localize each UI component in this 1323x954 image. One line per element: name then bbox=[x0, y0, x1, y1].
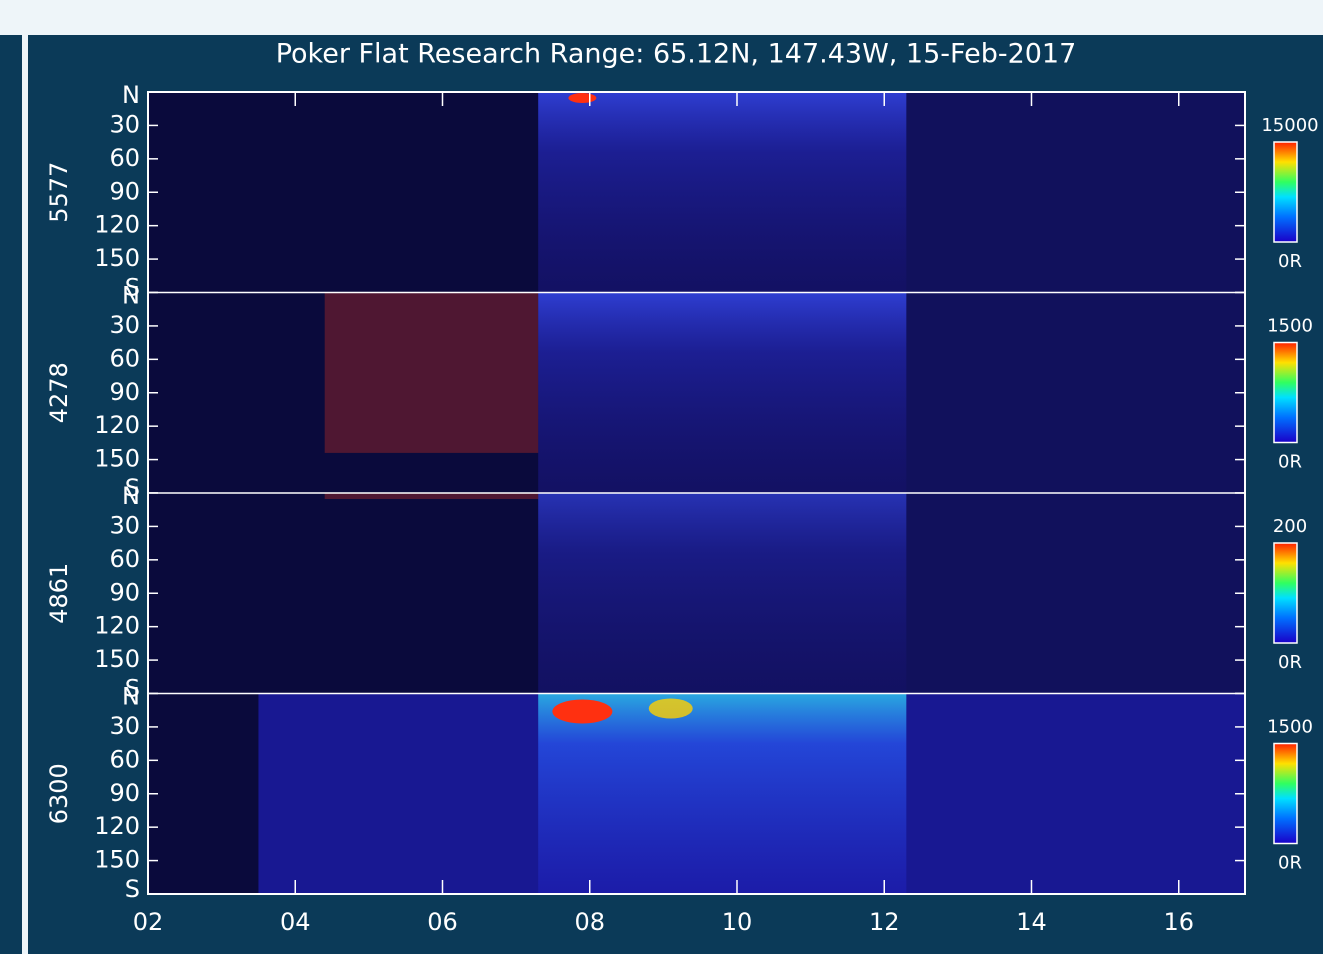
aurora bbox=[538, 694, 906, 895]
colorbar-max: 1500 bbox=[1267, 316, 1313, 337]
panel-label: 5577 bbox=[45, 162, 73, 223]
x-tick-label: 14 bbox=[1016, 908, 1047, 936]
y-tick-label: N bbox=[122, 482, 140, 510]
y-tick-label: 120 bbox=[94, 411, 140, 439]
y-tick-label: 60 bbox=[109, 144, 140, 172]
aurora bbox=[538, 493, 906, 694]
y-tick-label: 150 bbox=[94, 846, 140, 874]
aurora-peak bbox=[649, 699, 693, 719]
y-tick-label: 30 bbox=[109, 712, 140, 740]
y-tick-label: 60 bbox=[109, 344, 140, 372]
chart-title: Poker Flat Research Range: 65.12N, 147.4… bbox=[276, 39, 1077, 70]
panel-label: 4861 bbox=[45, 563, 73, 624]
y-tick-label: 90 bbox=[109, 779, 140, 807]
y-tick-label: 150 bbox=[94, 244, 140, 272]
y-tick-label: 30 bbox=[109, 311, 140, 339]
x-tick-label: 04 bbox=[280, 908, 311, 936]
y-tick-label: 90 bbox=[109, 177, 140, 205]
y-tick-label: 120 bbox=[94, 211, 140, 239]
noise bbox=[325, 493, 539, 499]
aurora bbox=[538, 92, 906, 293]
y-tick-label: 30 bbox=[109, 511, 140, 539]
y-tick-label: N bbox=[122, 81, 140, 109]
y-tick-label: 120 bbox=[94, 812, 140, 840]
y-tick-label: N bbox=[122, 282, 140, 310]
colorbar-min: 0R bbox=[1278, 452, 1302, 473]
colorbar-min: 0R bbox=[1278, 853, 1302, 874]
aurora-peak bbox=[552, 700, 612, 724]
y-tick-label: S bbox=[125, 875, 140, 903]
colorbar-max: 200 bbox=[1273, 516, 1307, 537]
aurora-peak bbox=[568, 93, 596, 103]
x-tick-label: 08 bbox=[574, 908, 605, 936]
colorbar bbox=[1274, 543, 1297, 643]
colorbar-min: 0R bbox=[1278, 251, 1302, 272]
page: Poker Flat Research Range: 65.12N, 147.4… bbox=[0, 0, 1323, 954]
panel-label: 4278 bbox=[45, 362, 73, 423]
y-tick-label: 60 bbox=[109, 545, 140, 573]
panel-label: 6300 bbox=[45, 763, 73, 824]
colorbar-min: 0R bbox=[1278, 652, 1302, 673]
noise bbox=[325, 293, 539, 453]
chart: Poker Flat Research Range: 65.12N, 147.4… bbox=[0, 0, 1323, 954]
y-tick-label: 150 bbox=[94, 645, 140, 673]
x-tick-label: 06 bbox=[427, 908, 458, 936]
y-tick-label: 90 bbox=[109, 378, 140, 406]
y-tick-label: N bbox=[122, 683, 140, 711]
colorbar-max: 15000 bbox=[1261, 115, 1318, 136]
x-tick-label: 02 bbox=[133, 908, 164, 936]
x-tick-label: 16 bbox=[1163, 908, 1194, 936]
y-tick-label: 60 bbox=[109, 745, 140, 773]
y-tick-label: 90 bbox=[109, 578, 140, 606]
colorbar bbox=[1274, 343, 1297, 443]
y-tick-label: 150 bbox=[94, 445, 140, 473]
x-tick-label: 10 bbox=[722, 908, 753, 936]
colorbar bbox=[1274, 744, 1297, 844]
colorbar-max: 1500 bbox=[1267, 717, 1313, 738]
x-tick-label: 12 bbox=[869, 908, 900, 936]
aurora bbox=[538, 293, 906, 494]
y-tick-label: 30 bbox=[109, 110, 140, 138]
y-tick-label: 120 bbox=[94, 612, 140, 640]
colorbar bbox=[1274, 142, 1297, 242]
left-strip bbox=[0, 35, 22, 954]
